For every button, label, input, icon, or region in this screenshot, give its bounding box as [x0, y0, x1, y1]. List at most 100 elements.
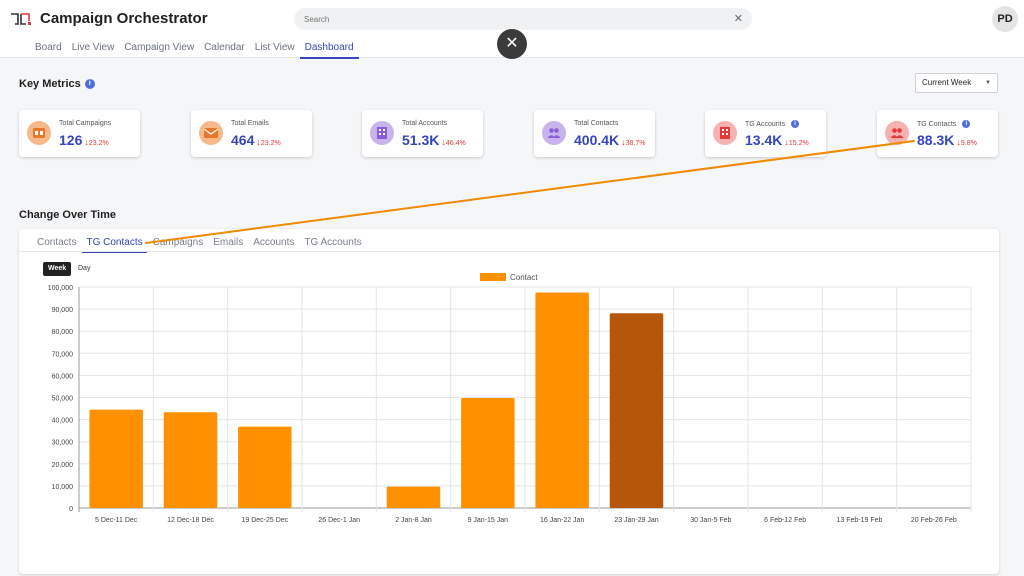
x-tick-label: 30 Jan-5 Feb	[690, 517, 731, 524]
metric-value: 13.4K ↓15.2%	[745, 132, 809, 148]
arrow-down-icon: ↓	[956, 137, 961, 147]
x-tick-label: 19 Dec-25 Dec	[241, 517, 288, 524]
arrow-down-icon: ↓	[84, 137, 89, 147]
search-bar[interactable]: ✕	[294, 8, 752, 30]
nav-item-live-view[interactable]: Live View	[71, 42, 115, 53]
bar-2-jan-8-jan[interactable]	[386, 486, 441, 508]
bar-16-jan-22-jan[interactable]	[535, 292, 589, 508]
metric-label-text: Total Accounts	[402, 120, 448, 127]
metric-change-text: 23.2%	[260, 140, 281, 147]
metric-value: 126 ↓23.2%	[59, 132, 109, 148]
close-overlay-button[interactable]: ✕	[497, 29, 527, 59]
bar-23-jan-29-jan[interactable]	[609, 313, 664, 508]
campaign-icon	[27, 121, 51, 145]
metric-value-text: 400.4K	[574, 132, 620, 148]
x-tick-label: 26 Dec-1 Jan	[318, 517, 360, 524]
metric-card-total-emails[interactable]: Total Emails 464 ↓23.2%	[191, 110, 312, 157]
change-over-time-title: Change Over Time	[19, 209, 116, 221]
bar-19-dec-25-dec[interactable]	[238, 426, 292, 508]
close-icon[interactable]: ✕	[733, 13, 743, 25]
metric-change: ↓38.7%	[621, 137, 646, 147]
metric-label-text: Total Emails	[231, 120, 269, 127]
day-toggle[interactable]: Day	[78, 265, 91, 272]
metric-label: Total Campaigns	[59, 120, 111, 127]
y-tick-label: 20,000	[52, 462, 74, 469]
metric-change: ↓15.2%	[784, 137, 809, 147]
metric-label: TG Accounts i	[745, 120, 800, 128]
metric-card-tg-contacts[interactable]: TG Contacts i 88.3K ↓9.8%	[877, 110, 998, 157]
metric-label-text: TG Accounts	[745, 120, 786, 128]
x-tick-label: 20 Feb-26 Feb	[911, 517, 957, 524]
x-tick-label: 23 Jan-29 Jan	[614, 517, 658, 524]
metric-label: TG Contacts i	[917, 120, 971, 128]
y-tick-label: 40,000	[52, 418, 74, 425]
metric-change-text: 15.2%	[788, 140, 809, 147]
tabs-divider	[19, 251, 999, 252]
bar-chart: Contact 0 10,000 20,000 30,000 40,000 50,000 60…	[48, 273, 972, 524]
y-tick-label: 60,000	[52, 373, 74, 380]
metric-value: 88.3K ↓9.8%	[917, 132, 977, 148]
legend-swatch	[480, 273, 506, 281]
app-title: Campaign Orchestrator	[40, 10, 208, 27]
people-icon	[885, 121, 909, 145]
building-icon	[713, 121, 737, 145]
metric-change: ↓23.2%	[84, 137, 109, 147]
key-metrics-title-text: Key Metrics	[19, 78, 81, 90]
nav-item-board[interactable]: Board	[35, 42, 62, 53]
metric-label-text: Total Contacts	[574, 120, 619, 127]
search-input[interactable]	[304, 12, 704, 26]
nav-item-dashboard[interactable]: Dashboard	[299, 41, 359, 59]
metric-change-text: 23.2%	[88, 140, 109, 147]
metric-card-total-campaigns[interactable]: Total Campaigns 126 ↓23.2%	[19, 110, 140, 157]
y-tick-label: 10,000	[52, 484, 74, 491]
period-select-value: Current Week	[922, 78, 972, 87]
metric-label-text: Total Campaigns	[59, 120, 112, 127]
metric-value: 400.4K ↓38.7%	[574, 132, 646, 148]
y-tick-label: 100,000	[48, 285, 73, 292]
tab-tg-contacts[interactable]: TG Contacts	[82, 236, 147, 253]
y-tick-label: 0	[69, 506, 73, 513]
tab-contacts[interactable]: Contacts	[37, 237, 77, 248]
y-tick-label: 70,000	[52, 351, 74, 358]
building-icon	[370, 121, 394, 145]
y-tick-label: 50,000	[52, 396, 74, 403]
top-bar: Campaign Orchestrator ✕ PD Board Live Vie…	[0, 0, 1024, 59]
metric-value-text: 126	[59, 132, 83, 148]
metric-value: 51.3K ↓46.4%	[402, 132, 466, 148]
week-toggle[interactable]: Week	[43, 262, 72, 276]
metric-value: 464 ↓23.2%	[231, 132, 281, 148]
y-tick-label: 90,000	[52, 307, 74, 314]
y-tick-label: 30,000	[52, 440, 74, 447]
period-select[interactable]: Current Week ▼	[915, 73, 998, 93]
metric-change: ↓23.2%	[256, 137, 281, 147]
nav-item-campaign-view[interactable]: Campaign View	[124, 42, 195, 53]
info-icon[interactable]: i	[791, 120, 800, 128]
info-icon[interactable]: i	[962, 120, 971, 128]
x-tick-label: 6 Feb-12 Feb	[764, 517, 806, 524]
info-icon[interactable]: i	[84, 79, 95, 90]
bar-5-dec-11-dec[interactable]	[89, 409, 143, 508]
metric-card-tg-accounts[interactable]: TG Accounts i 13.4K ↓15.2%	[705, 110, 826, 157]
metric-value-text: 51.3K	[402, 132, 440, 148]
bar-12-dec-18-dec[interactable]	[163, 412, 218, 508]
metric-value-text: 464	[231, 132, 255, 148]
metric-change-text: 46.4%	[445, 140, 466, 147]
metric-change: ↓46.4%	[441, 137, 466, 147]
nav-item-list-view[interactable]: List View	[254, 42, 295, 53]
nav-item-calendar[interactable]: Calendar	[204, 42, 245, 53]
metric-change-text: 38.7%	[625, 140, 646, 147]
bar-9-jan-15-jan[interactable]	[461, 397, 515, 508]
x-tick-label: 2 Jan-8 Jan	[395, 517, 432, 524]
x-tick-label: 9 Jan-15 Jan	[468, 517, 509, 524]
metric-value-text: 13.4K	[745, 132, 783, 148]
view-nav: Board Live View Campaign View Calendar List …	[30, 41, 359, 59]
email-icon	[199, 121, 223, 145]
metric-card-total-contacts[interactable]: Total Contacts 400.4K ↓38.7%	[534, 110, 655, 157]
metric-label: Total Emails	[231, 120, 269, 127]
metric-value-text: 88.3K	[917, 132, 955, 148]
avatar[interactable]: PD	[992, 6, 1018, 32]
chart-legend[interactable]: Contact	[480, 273, 538, 282]
x-tick-label: 12 Dec-18 Dec	[167, 517, 214, 524]
metric-card-total-accounts[interactable]: Total Accounts 51.3K ↓46.4%	[362, 110, 483, 157]
